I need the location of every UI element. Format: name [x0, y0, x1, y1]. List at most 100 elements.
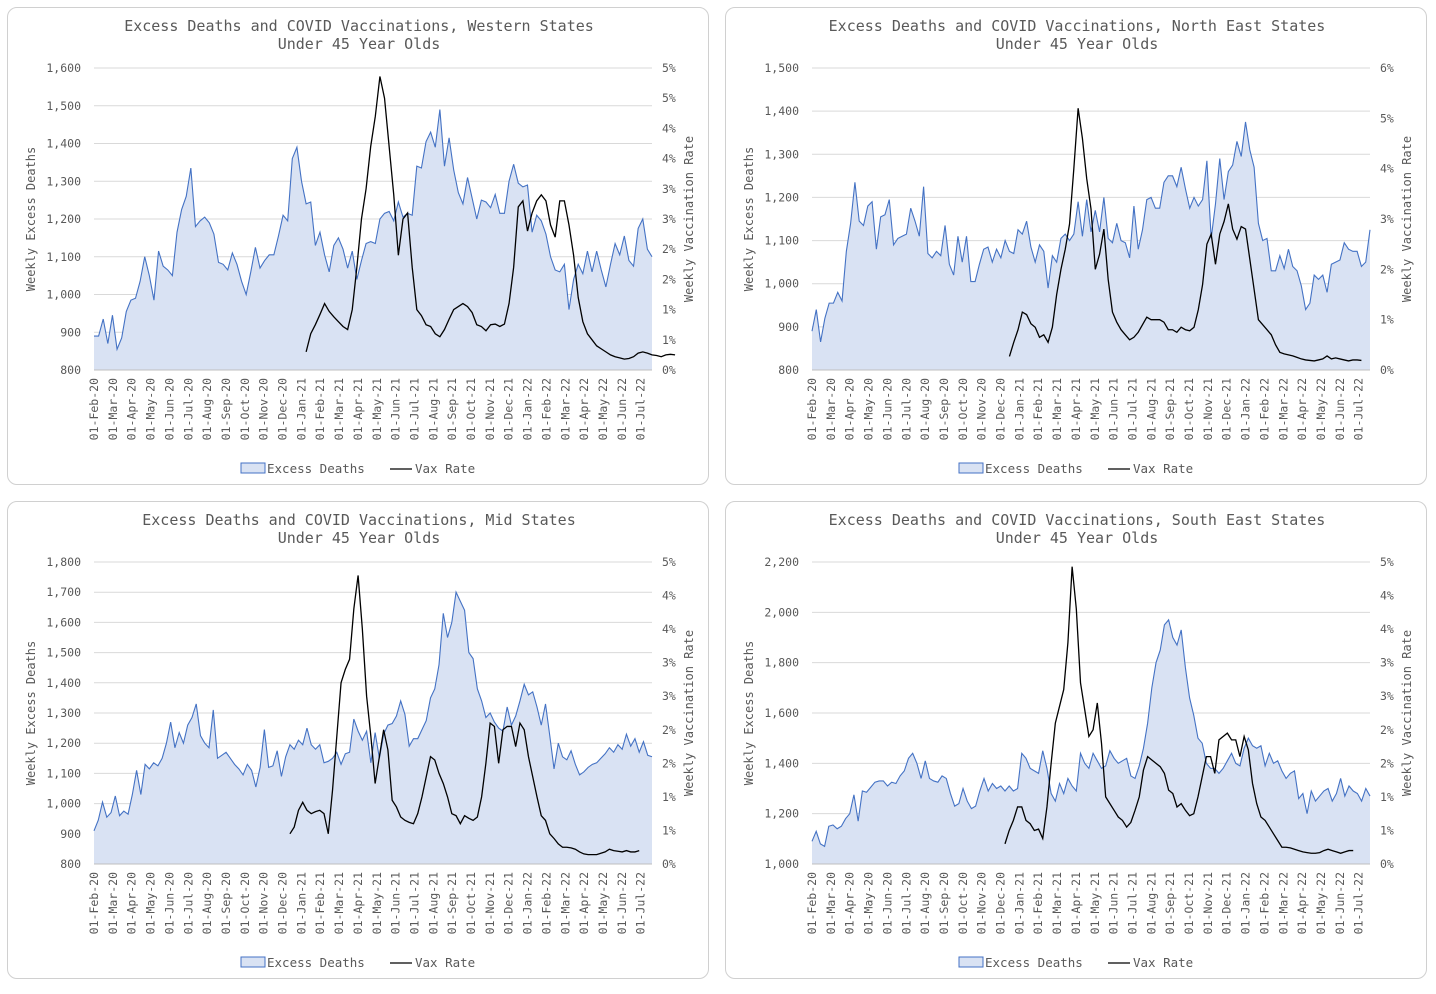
x-tick-label: 01-Jan-21: [1012, 378, 1026, 440]
x-tick-label: 01-Jul-22: [1352, 378, 1366, 440]
y-tick-label: 1,200: [764, 807, 799, 821]
y2-tick-label: 4%: [1380, 589, 1394, 603]
x-tick-label: 01-Jan-21: [294, 872, 308, 934]
x-tick-label: 01-Jul-20: [899, 872, 913, 934]
x-tick-label: 01-Feb-22: [1257, 378, 1271, 440]
x-tick-label: 01-Feb-22: [539, 378, 553, 440]
legend-swatch-excess-deaths: [240, 462, 266, 474]
y-axis-title: Weekly Excess Deaths: [742, 641, 756, 786]
y-tick-label: 900: [60, 827, 81, 841]
x-tick-label: 01-May-22: [596, 872, 610, 934]
y2-tick-label: 3%: [1380, 212, 1394, 226]
legend-label-vax-rate: Vax Rate: [415, 461, 475, 476]
x-tick-label: 01-Jun-21: [1107, 872, 1121, 934]
x-tick-label: 01-Apr-21: [1069, 872, 1083, 934]
y2-tick-label: 2%: [1380, 723, 1394, 737]
x-tick-label: 01-Mar-20: [106, 872, 120, 934]
y2-tick-label: 1%: [1380, 823, 1394, 837]
y2-tick-label: 3%: [662, 656, 676, 670]
x-tick-label: 01-Nov-20: [257, 378, 271, 440]
x-tick-label: 01-Aug-21: [426, 378, 440, 440]
x-tick-label: 01-Feb-22: [1257, 872, 1271, 934]
x-tick-label: 01-May-20: [862, 378, 876, 440]
x-tick-label: 01-Feb-20: [805, 378, 819, 440]
x-tick-label: 01-Oct-21: [1182, 872, 1196, 934]
x-tick-label: 01-Dec-21: [502, 378, 516, 440]
y-tick-label: 1,600: [46, 61, 81, 75]
x-tick-label: 01-Oct-20: [956, 872, 970, 934]
x-tick-label: 01-Apr-21: [1069, 378, 1083, 440]
chart-svg-north-east: Excess Deaths and COVID Vaccinations, No…: [742, 17, 1414, 476]
x-tick-label: 01-Jan-22: [521, 378, 535, 440]
y-tick-label: 1,100: [46, 250, 81, 264]
vax-rate-line: [1008, 108, 1362, 362]
chart-title: Excess Deaths and COVID Vaccinations, Mi…: [142, 511, 575, 529]
y2-tick-label: 3%: [1380, 656, 1394, 670]
x-tick-label: 01-Aug-21: [1144, 872, 1158, 934]
x-tick-label: 01-Dec-20: [276, 872, 290, 934]
x-tick-label: 01-Dec-21: [502, 872, 516, 934]
y2-tick-label: 1%: [662, 333, 676, 347]
x-tick-label: 01-Nov-21: [1201, 378, 1215, 440]
x-tick-label: 01-Feb-21: [1031, 872, 1045, 934]
chart-subtitle: Under 45 Year Olds: [278, 35, 441, 53]
y-tick-label: 800: [778, 363, 799, 377]
vax-rate-line: [289, 575, 640, 856]
y2-axis-title: Weekly Vaccination Rate: [682, 136, 696, 302]
chart-subtitle: Under 45 Year Olds: [278, 529, 441, 547]
x-tick-label: 01-Dec-21: [1220, 378, 1234, 440]
x-tick-label: 01-Mar-21: [1050, 378, 1064, 440]
legend-label-excess-deaths: Excess Deaths: [267, 955, 365, 970]
x-tick-label: 01-Nov-21: [483, 378, 497, 440]
x-tick-label: 01-Mar-20: [824, 378, 838, 440]
y-tick-label: 1,000: [764, 857, 799, 871]
x-tick-label: 01-Jul-21: [1126, 872, 1140, 934]
y2-tick-label: 4%: [1380, 622, 1394, 636]
y-tick-label: 1,400: [46, 676, 81, 690]
y2-tick-label: 0%: [662, 857, 676, 871]
x-tick-label: 01-Nov-20: [975, 378, 989, 440]
y-tick-label: 1,700: [46, 585, 81, 599]
y-tick-label: 1,800: [764, 656, 799, 670]
x-tick-label: 01-Sep-21: [1163, 872, 1177, 934]
legend-label-vax-rate: Vax Rate: [415, 955, 475, 970]
x-tick-label: 01-Sep-21: [445, 872, 459, 934]
y2-axis-title: Weekly Vaccination Rate: [682, 630, 696, 796]
legend-label-excess-deaths: Excess Deaths: [985, 461, 1083, 476]
y-axis-title: Weekly Excess Deaths: [742, 147, 756, 292]
x-tick-label: 01-Mar-20: [824, 872, 838, 934]
chart-title: Excess Deaths and COVID Vaccinations, So…: [829, 511, 1326, 529]
x-tick-label: 01-Oct-20: [238, 872, 252, 934]
x-tick-label: 01-Oct-20: [956, 378, 970, 440]
x-tick-label: 01-May-21: [1088, 872, 1102, 934]
y-tick-label: 900: [778, 320, 799, 334]
x-tick-label: 01-Jul-22: [634, 378, 648, 440]
x-tick-label: 01-May-21: [370, 872, 384, 934]
x-tick-label: 01-Aug-20: [918, 872, 932, 934]
x-tick-label: 01-Apr-20: [125, 378, 139, 440]
x-tick-label: 01-Dec-20: [276, 378, 290, 440]
y-tick-label: 1,200: [764, 190, 799, 204]
y-tick-label: 1,000: [46, 797, 81, 811]
x-tick-label: 01-Apr-22: [577, 872, 591, 934]
x-tick-label: 01-Jun-22: [615, 378, 629, 440]
x-tick-label: 01-Feb-21: [313, 872, 327, 934]
legend-label-vax-rate: Vax Rate: [1133, 461, 1193, 476]
excess-deaths-line: [811, 121, 1371, 343]
y2-tick-label: 1%: [1380, 790, 1394, 804]
y2-tick-label: 2%: [662, 272, 676, 286]
vax-rate-line: [305, 76, 676, 360]
x-tick-label: 01-Aug-21: [426, 872, 440, 934]
x-tick-label: 01-Apr-22: [1295, 378, 1309, 440]
y2-tick-label: 5%: [662, 91, 676, 105]
y2-tick-label: 4%: [662, 589, 676, 603]
x-tick-label: 01-May-20: [144, 872, 158, 934]
y2-tick-label: 3%: [662, 689, 676, 703]
x-tick-label: 01-Sep-20: [937, 872, 951, 934]
y-tick-label: 1,200: [46, 212, 81, 226]
x-tick-label: 01-Dec-20: [994, 872, 1008, 934]
x-tick-label: 01-May-22: [596, 378, 610, 440]
x-tick-label: 01-Jun-20: [880, 872, 894, 934]
x-tick-label: 01-Nov-21: [1201, 872, 1215, 934]
y2-tick-label: 5%: [662, 555, 676, 569]
